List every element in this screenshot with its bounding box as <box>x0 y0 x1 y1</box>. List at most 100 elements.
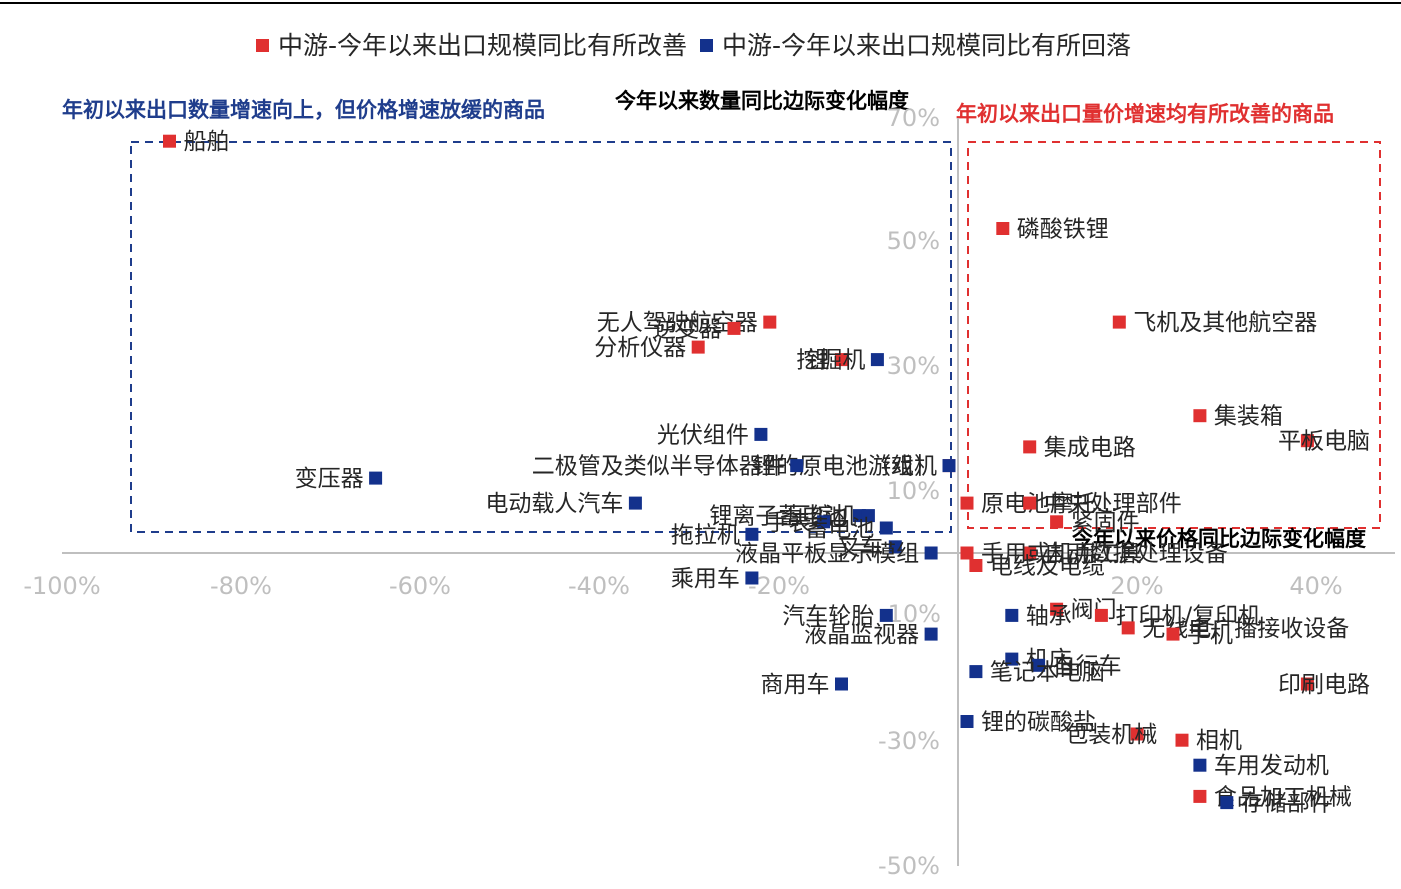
scatter-point <box>969 665 983 679</box>
scatter-point <box>1300 677 1314 691</box>
scatter-point <box>1050 515 1064 529</box>
scatter-point <box>1023 440 1037 454</box>
point-label: 包装机械 <box>1065 722 1157 748</box>
scatter-point <box>1005 652 1019 666</box>
scatter-point <box>745 527 759 541</box>
point-label: 平板电脑 <box>1278 429 1370 455</box>
point-label: 乘用车 <box>671 566 740 592</box>
x-axis-title: 今年以来价格同比边际变化幅度 <box>1072 527 1366 551</box>
point-label: 飞机及其他航空器 <box>1133 310 1317 336</box>
point-label: 存储部件 <box>1241 791 1333 817</box>
point-label: 手机 <box>1187 622 1233 648</box>
x-tick-label: -80% <box>210 572 272 600</box>
point-label: 液晶平板显示模组 <box>735 541 919 567</box>
scatter-point <box>879 608 893 622</box>
point-label: 集装箱 <box>1214 404 1283 430</box>
x-tick-label: 20% <box>1110 572 1163 600</box>
point-label: 拖拉机 <box>671 522 740 548</box>
legend-label-improved: 中游-今年以来出口规模同比有所改善 <box>278 31 687 60</box>
scatter-point <box>960 546 974 560</box>
point-label: 变压器 <box>295 466 364 492</box>
scatter-point <box>727 321 741 335</box>
scatter-point <box>763 315 777 329</box>
point-label: 原电池摩托... <box>981 491 1118 517</box>
point-label: 手用或机用工具 <box>981 541 1142 567</box>
region-box-quantity-up <box>130 141 952 533</box>
legend: 中游-今年以来出口规模同比有所改善 中游-今年以来出口规模同比有所回落 <box>256 31 1131 60</box>
x-tick-label: -40% <box>568 572 630 600</box>
y-axis-title: 今年以来数量同比边际变化幅度 <box>615 89 909 113</box>
scatter-point <box>163 134 176 148</box>
scatter-point <box>960 496 974 510</box>
point-label: 船舶 <box>184 129 230 155</box>
point-label: 阀门 <box>1071 597 1117 623</box>
scatter-point <box>879 521 893 535</box>
scatter-point <box>1130 727 1144 741</box>
point-label: 集成电路 <box>1044 435 1136 461</box>
scatter-point <box>996 222 1010 235</box>
point-label: 锂的碳酸盐 <box>981 710 1096 736</box>
point-label: 商用车 <box>761 672 830 698</box>
scatter-point <box>754 427 768 441</box>
scatter-point <box>942 459 956 473</box>
scatter-point <box>790 459 804 473</box>
scatter-point <box>1023 546 1037 560</box>
scatter-point <box>1112 315 1126 329</box>
point-label: 车用发动机 <box>1214 753 1329 779</box>
legend-marker-fallen <box>700 39 713 52</box>
scatter-point <box>861 509 875 523</box>
scatter-point <box>817 515 831 529</box>
point-label: 自行车 <box>1053 653 1122 679</box>
y-tick-label: 70% <box>887 104 940 132</box>
point-label: 挖掘机 <box>796 348 865 374</box>
scatter-point <box>835 677 848 691</box>
y-tick-label: 50% <box>887 227 940 255</box>
point-label: 游戏机 <box>868 454 937 480</box>
point-label: 食品加工机械 <box>1214 784 1352 810</box>
x-tick-label: 40% <box>1289 572 1342 600</box>
region-label-quantity-up: 年初以来出口数量增速向上，但价格增速放缓的商品 <box>62 98 545 122</box>
point-label: 笔记本电脑 <box>990 660 1105 686</box>
point-label: 紧固件 <box>1071 510 1140 536</box>
point-label: 分析仪器 <box>594 335 686 361</box>
scatter-point <box>369 471 383 485</box>
point-label: 自动数据处理设备 <box>1044 541 1228 567</box>
region-label-both-up: 年初以来出口量价增速均有所改善的商品 <box>956 102 1334 126</box>
y-tick-label: 30% <box>887 352 940 380</box>
scatter-point <box>1220 796 1234 810</box>
scatter-point <box>1175 733 1189 747</box>
point-label: 磷酸铁锂 <box>1017 217 1109 243</box>
scatter-point <box>1032 658 1046 672</box>
point-label: 中央处理部件 <box>1044 491 1182 517</box>
point-label: 打印机/复印机 <box>1115 603 1261 629</box>
y-tick-label: 10% <box>887 477 940 505</box>
region-box-both-up <box>967 141 1381 529</box>
scatter-point <box>691 340 705 354</box>
point-label: 相机 <box>1196 728 1242 754</box>
scatter-point <box>888 540 902 554</box>
scatter-point <box>969 559 983 572</box>
point-label: 印刷电路 <box>1278 672 1370 698</box>
point-label: 轴承 <box>1026 603 1072 629</box>
point-label: 逆变器 <box>653 316 722 342</box>
scatter-point <box>835 353 848 367</box>
legend-marker-improved <box>256 39 269 52</box>
scatter-point <box>1193 409 1207 423</box>
x-tick-label: -60% <box>389 572 451 600</box>
x-tick-label: -100% <box>23 572 100 600</box>
scatter-point <box>745 571 759 585</box>
scatter-point <box>1023 496 1037 510</box>
point-label: 锂的原电池（组） <box>753 454 937 480</box>
point-label: 汽车轮胎 <box>782 603 874 629</box>
point-label: 二极管及类似半导体器件 <box>532 454 785 480</box>
point-label: 手表 <box>766 510 812 536</box>
scatter-point <box>1050 602 1064 616</box>
point-label: 锂 <box>807 348 830 374</box>
y-tick-label: -30% <box>878 727 940 755</box>
point-label: 叉车 <box>837 535 883 561</box>
scatter-point <box>1193 789 1207 803</box>
scatter-point <box>1005 608 1019 622</box>
scatter-point <box>1300 434 1314 448</box>
